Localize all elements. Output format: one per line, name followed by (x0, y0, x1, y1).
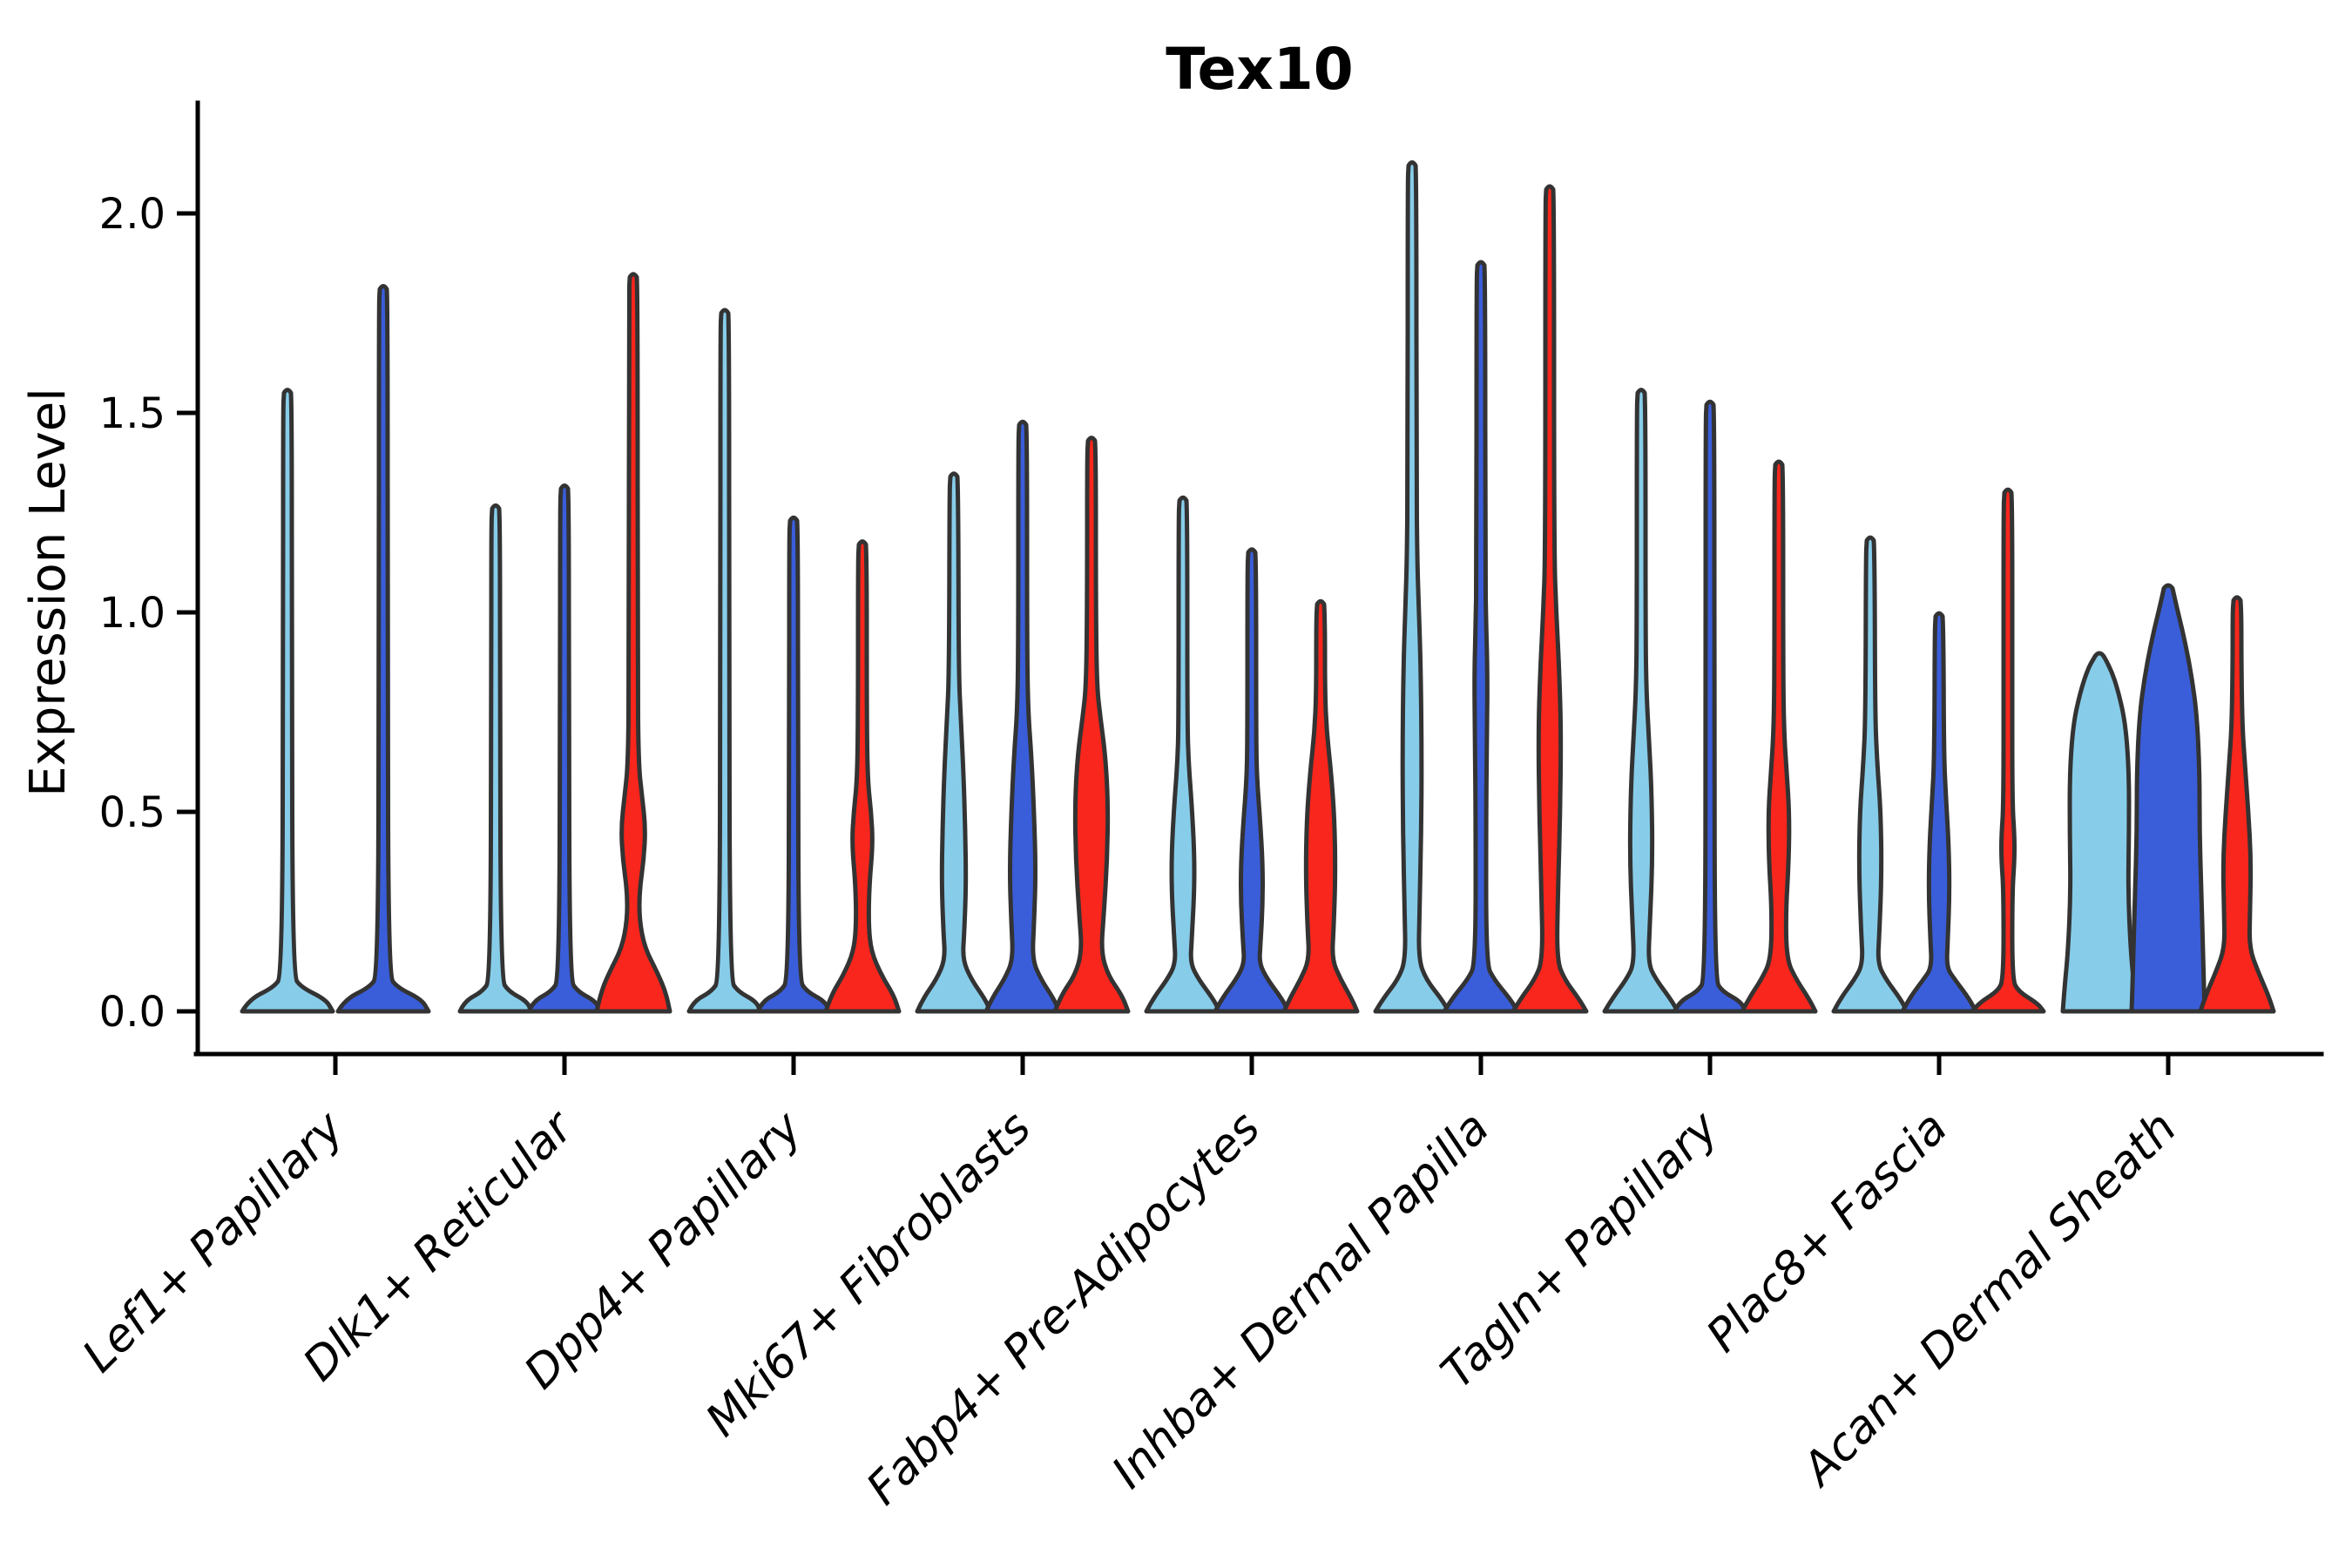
violin-3-light-blue (686, 308, 763, 1014)
violin-6-red (1511, 184, 1589, 1014)
violin-1-dark-blue (335, 284, 431, 1014)
violin-8-dark-blue (1900, 611, 1978, 1014)
y-tick-label: 1.0 (99, 589, 166, 638)
x-axis-category-label: Acan+ Dermal Sheath (1791, 1102, 2186, 1497)
violins-layer (240, 160, 2276, 1014)
y-axis-ticks: 0.0 0.5 1.0 1.5 2.0 (99, 190, 198, 1037)
violin-7-light-blue (1602, 388, 1680, 1014)
y-tick-label: 0.5 (99, 788, 166, 837)
violin-9-dark-blue (2129, 583, 2207, 1014)
violin-7-red (1740, 459, 1818, 1014)
violin-3-red (823, 539, 902, 1014)
violin-5-red (1281, 598, 1360, 1014)
chart-title: Tex10 (1166, 36, 1353, 103)
violin-6-dark-blue (1442, 260, 1520, 1014)
violin-7-dark-blue (1672, 399, 1748, 1014)
y-tick-label: 0.0 (99, 988, 166, 1037)
violin-2-light-blue (457, 503, 534, 1014)
violin-5-light-blue (1144, 495, 1222, 1014)
violin-4-light-blue (915, 471, 993, 1014)
violin-6-light-blue (1373, 160, 1451, 1014)
violin-2-dark-blue (526, 483, 603, 1014)
violin-8-light-blue (1831, 535, 1909, 1014)
violin-9-light-blue (2060, 651, 2139, 1014)
x-axis-category-label: Plac8+ Fascia (1697, 1102, 1957, 1362)
y-tick-label: 1.5 (99, 389, 166, 438)
x-axis-category-label: Fabp4+ Pre-Adipocytes (857, 1102, 1271, 1516)
violin-4-dark-blue (983, 419, 1062, 1014)
violin-2-red (594, 272, 672, 1014)
violin-1-light-blue (240, 388, 335, 1014)
violin-3-dark-blue (755, 515, 832, 1014)
y-tick-label: 2.0 (99, 190, 166, 239)
violin-9-red (2198, 595, 2276, 1014)
violin-5-dark-blue (1213, 547, 1291, 1014)
violin-4-red (1052, 436, 1131, 1014)
x-axis-category-label: Inhba+ Dermal Papilla (1102, 1102, 1499, 1499)
violin-8-red (1970, 487, 2046, 1014)
y-axis-label: Expression Level (20, 388, 77, 797)
